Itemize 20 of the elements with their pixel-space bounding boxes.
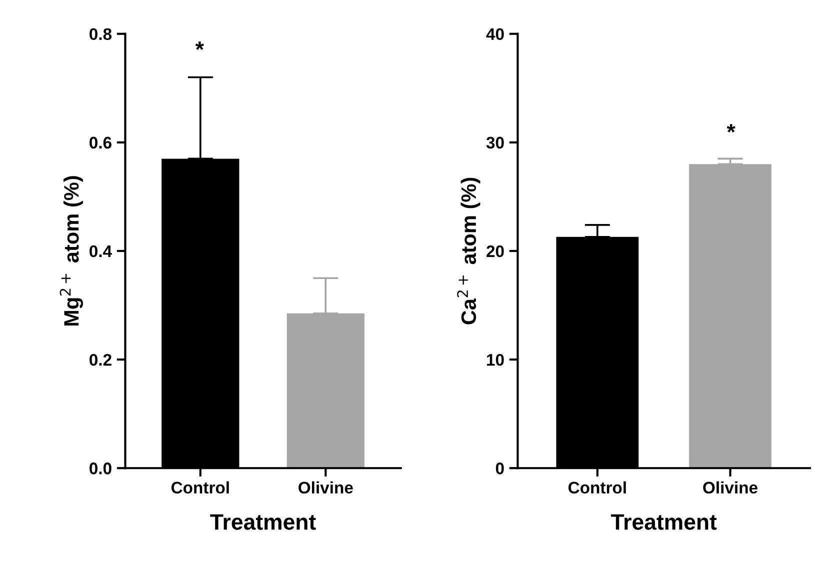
y-axis-title: Ca$^{2+}$ atom (%) <box>457 178 480 324</box>
y-tick-label: 0.4 <box>90 245 112 258</box>
y-tick-label: 20 <box>486 245 504 258</box>
y-tick-label: 0.6 <box>90 136 112 149</box>
x-tick-label: Control <box>171 481 229 494</box>
annotation: * <box>195 42 204 50</box>
x-tick-label: Olivine <box>298 481 353 494</box>
y-tick-label: 30 <box>486 136 504 149</box>
x-tick-label: Olivine <box>703 481 758 494</box>
y-tick-label: 0.2 <box>90 354 112 366</box>
annotation: * <box>726 124 736 132</box>
y-tick-label: 40 <box>486 28 504 40</box>
y-tick-label: 10 <box>487 354 504 366</box>
y-tick-label: 0.8 <box>90 28 112 40</box>
x-axis-title: Treatment <box>610 514 717 530</box>
y-axis-title: Mg$^{2+}$ atom (%) <box>60 176 84 326</box>
y-tick-label: 0 <box>496 462 504 474</box>
y-tick-label: 0.0 <box>90 462 112 474</box>
x-tick-label: Control <box>568 481 626 494</box>
x-axis-title: Treatment <box>210 514 316 530</box>
